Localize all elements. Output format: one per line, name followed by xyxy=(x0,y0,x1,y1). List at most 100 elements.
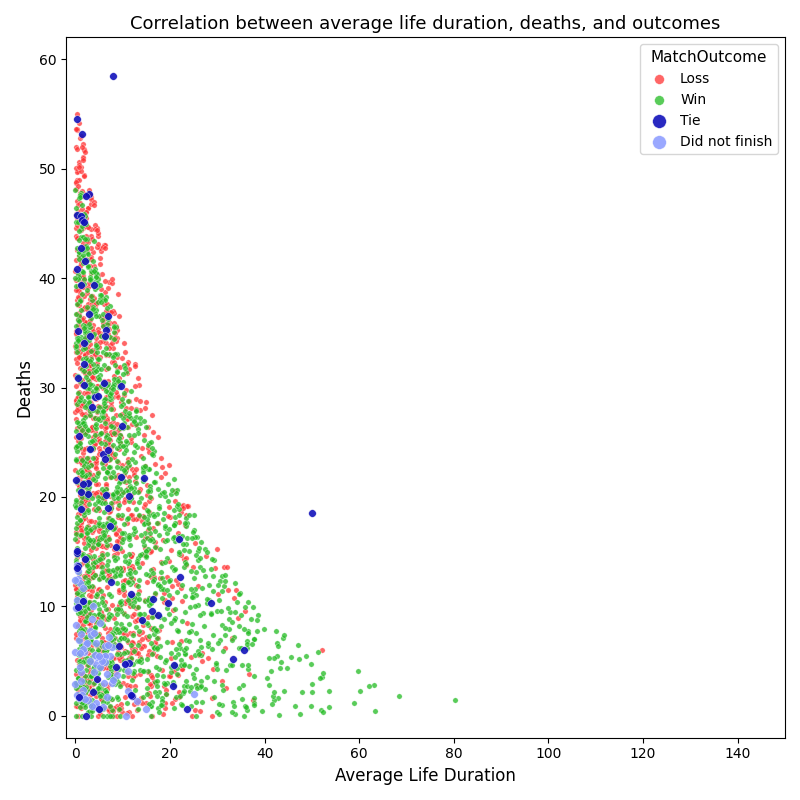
Win xyxy=(70,454,82,466)
Win xyxy=(126,453,138,466)
Loss xyxy=(86,625,99,638)
Loss xyxy=(193,648,206,661)
Win xyxy=(102,312,114,325)
Win xyxy=(150,517,163,530)
Win xyxy=(179,512,192,525)
Loss xyxy=(89,617,102,630)
Win xyxy=(127,486,140,499)
Win xyxy=(96,591,109,604)
Win xyxy=(208,554,221,566)
Loss xyxy=(102,570,114,582)
Loss xyxy=(116,654,129,666)
Loss xyxy=(122,459,134,472)
Loss xyxy=(70,162,82,174)
Win xyxy=(117,386,130,399)
Win xyxy=(110,617,123,630)
Win xyxy=(78,692,91,705)
Win xyxy=(90,615,103,628)
Loss xyxy=(90,535,102,548)
Win xyxy=(146,696,158,709)
Loss xyxy=(82,466,95,478)
Loss xyxy=(81,602,94,614)
Win xyxy=(127,629,140,642)
Loss xyxy=(84,362,97,375)
Tie xyxy=(75,502,88,515)
Win xyxy=(316,670,329,683)
Win xyxy=(98,358,110,371)
Loss xyxy=(80,359,93,372)
Win xyxy=(105,590,118,602)
Win xyxy=(74,467,87,480)
Loss xyxy=(123,652,136,665)
Loss xyxy=(78,320,91,333)
Loss xyxy=(104,471,117,484)
Win xyxy=(85,305,98,318)
Win xyxy=(110,454,123,467)
Loss xyxy=(93,582,106,595)
Win xyxy=(154,582,167,595)
Win xyxy=(150,632,163,645)
Win xyxy=(255,705,268,718)
Loss xyxy=(82,276,95,289)
Loss xyxy=(88,260,101,273)
Win xyxy=(74,693,87,706)
Win xyxy=(92,643,105,656)
Loss xyxy=(130,602,142,614)
Win xyxy=(196,606,209,619)
Loss xyxy=(96,402,109,414)
Win xyxy=(122,575,135,588)
Loss xyxy=(130,418,142,431)
Loss xyxy=(118,589,130,602)
Win xyxy=(153,502,166,514)
Loss xyxy=(83,358,96,371)
Loss xyxy=(73,338,86,351)
Win xyxy=(71,267,84,280)
Win xyxy=(88,569,101,582)
Win xyxy=(99,385,112,398)
Loss xyxy=(104,693,117,706)
Win xyxy=(102,563,114,576)
Loss xyxy=(82,668,95,681)
Loss xyxy=(149,636,162,649)
Win xyxy=(78,670,91,682)
Loss xyxy=(83,514,96,527)
Win xyxy=(85,522,98,535)
Win xyxy=(90,630,102,642)
Win xyxy=(78,455,90,468)
Win xyxy=(87,366,100,378)
Loss xyxy=(143,644,156,657)
Win xyxy=(139,517,152,530)
Loss xyxy=(116,677,129,690)
Win xyxy=(81,551,94,564)
Loss xyxy=(77,618,90,631)
Win xyxy=(247,633,260,646)
Win xyxy=(134,492,147,505)
Win xyxy=(131,554,144,567)
Win xyxy=(86,434,98,447)
Win xyxy=(142,664,154,677)
Win xyxy=(108,492,121,505)
Tie xyxy=(90,672,103,685)
Loss xyxy=(74,442,86,455)
Loss xyxy=(107,316,120,329)
Loss xyxy=(75,452,88,465)
Loss xyxy=(73,350,86,363)
Win xyxy=(125,492,138,505)
Win xyxy=(93,400,106,413)
Loss xyxy=(97,492,110,505)
Win xyxy=(223,606,236,619)
Win xyxy=(73,394,86,407)
Win xyxy=(156,695,169,708)
Loss xyxy=(75,223,88,236)
Win xyxy=(189,530,202,543)
Win xyxy=(80,370,93,383)
Win xyxy=(216,585,229,598)
Loss xyxy=(138,594,151,606)
Loss xyxy=(118,469,130,482)
Win xyxy=(89,419,102,432)
Loss xyxy=(92,400,105,413)
Win xyxy=(127,482,140,494)
Loss xyxy=(77,154,90,166)
Win xyxy=(108,678,121,691)
Win xyxy=(105,514,118,526)
